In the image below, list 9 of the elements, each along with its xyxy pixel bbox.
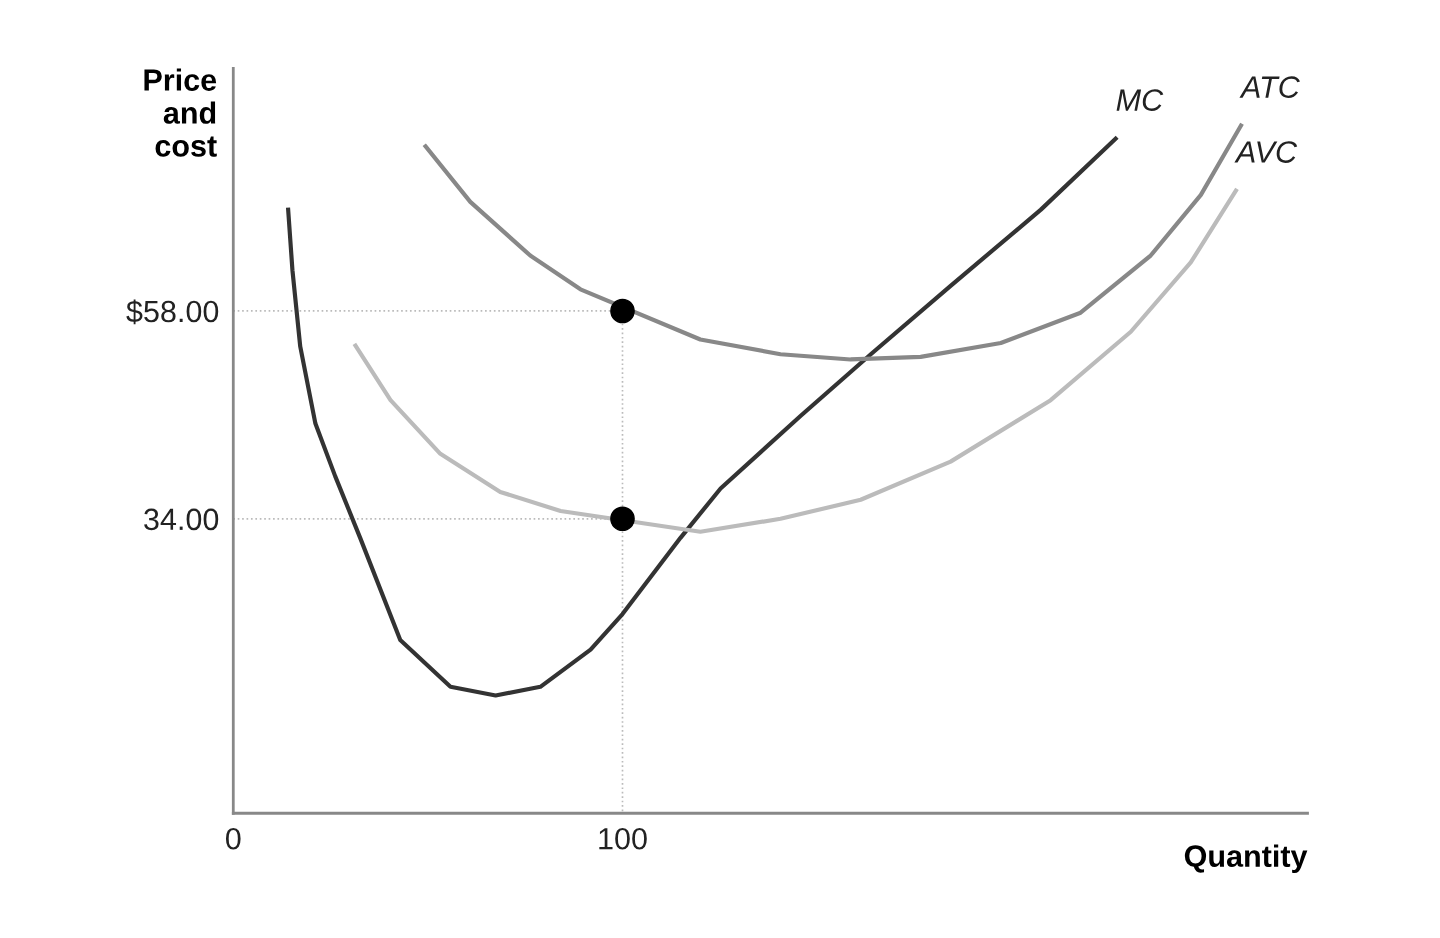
y-axis-title: Price and cost bbox=[144, 68, 217, 157]
series-label: AVC bbox=[1234, 141, 1298, 163]
y-tick-label: $58.00 bbox=[126, 299, 219, 325]
y-tick-label: 34.00 bbox=[144, 508, 219, 531]
x-axis-title: Quantity bbox=[1184, 844, 1308, 873]
series-label: MC bbox=[1116, 89, 1164, 111]
series-label: ATC bbox=[1239, 76, 1300, 98]
x-tick-label: 0 bbox=[225, 827, 241, 850]
x-tick-label: 100 bbox=[599, 827, 647, 850]
